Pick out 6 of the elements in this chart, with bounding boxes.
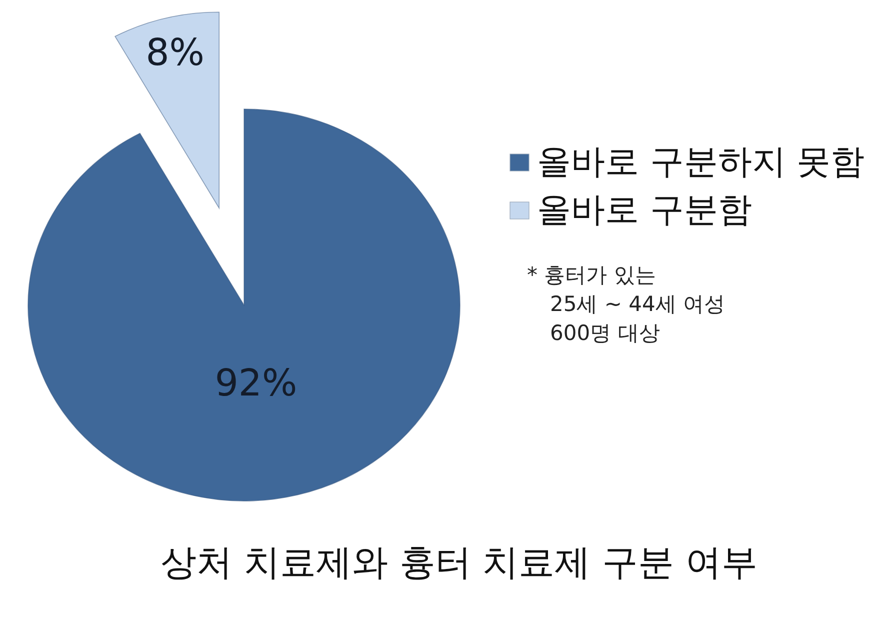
legend-label: 올바로 구분함 (537, 190, 752, 230)
legend-label: 올바로 구분하지 못함 (537, 142, 865, 182)
text: * 흉터가 있는 25세 ~ 44세 여성 600명 대상 (527, 263, 726, 345)
data-label: 8% (146, 30, 204, 74)
data-label: 92% (214, 362, 298, 404)
text: 상처 치료제와 흉터 치료제 구분 여부 (160, 542, 758, 584)
